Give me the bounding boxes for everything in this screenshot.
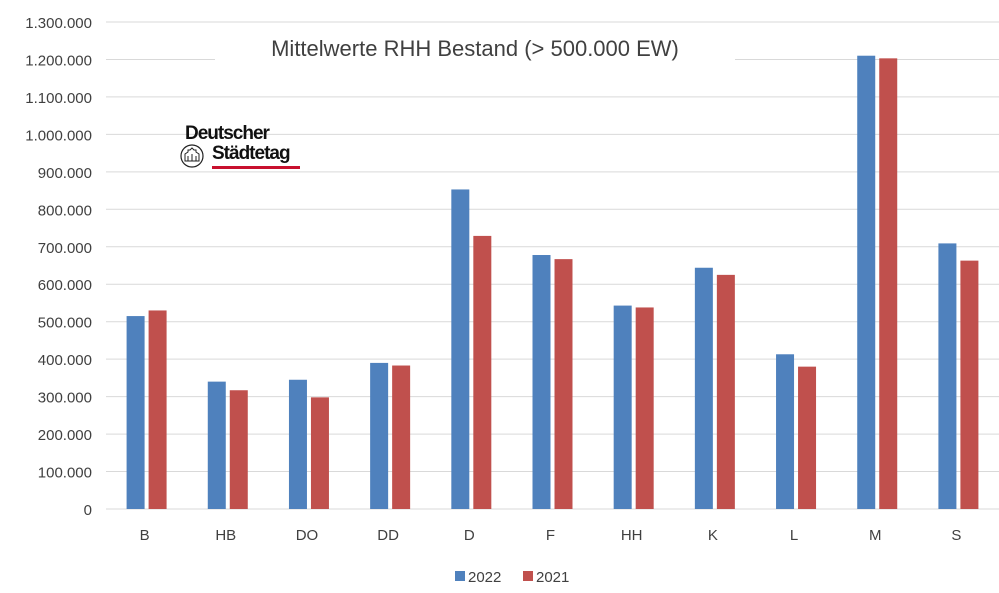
legend-swatch [455,571,465,581]
bar-2022-S [938,243,957,509]
bar-2022-B [126,316,145,509]
x-tick-label: F [546,527,555,544]
y-tick-label: 100.000 [38,465,92,482]
bar-2021-S [960,260,979,509]
bar-2021-DO [310,397,329,509]
deutscher-staedtetag-logo: Deutscher Städtetag [180,124,305,174]
x-tick-label: L [790,527,798,544]
y-tick-label: 200.000 [38,427,92,444]
y-axis: 0 100.000 200.000 300.000 400.000 500.000 600.… [25,15,92,519]
legend-label: 2022 [468,569,501,586]
y-tick-label: 400.000 [38,352,92,369]
bar-2021-K [716,274,735,509]
bar-2022-DO [288,379,307,509]
y-tick-label: 0 [84,502,92,519]
bar-2022-DD [370,362,389,509]
bar-2022-L [776,354,795,509]
bar-2021-DD [392,365,411,509]
y-tick-label: 1.300.000 [25,15,92,32]
y-tick-label: 700.000 [38,240,92,257]
x-axis: B HB DO DD D F HH K L M S [140,527,962,544]
x-tick-label: D [464,527,475,544]
bar-2022-M [857,55,876,509]
bars [126,55,979,510]
y-tick-label: 900.000 [38,165,92,182]
logo-red-bar [212,166,300,169]
x-tick-label: HB [215,527,236,544]
y-tick-label: 300.000 [38,390,92,407]
y-tick-label: 1.000.000 [25,127,92,144]
y-tick-label: 1.200.000 [25,52,92,69]
x-tick-label: K [708,527,718,544]
bar-2021-L [798,366,817,509]
x-tick-label: M [869,527,882,544]
bar-2021-D [473,235,492,509]
logo-line-2: Städtetag [212,143,291,164]
legend-label: 2021 [536,569,569,586]
bar-2022-D [451,189,470,510]
y-tick-label: 1.100.000 [25,90,92,107]
bar-2021-M [879,58,898,509]
x-tick-label: DD [377,527,399,544]
bar-2021-F [554,259,573,509]
logo-line-1: Deutscher [185,123,270,144]
x-tick-label: HH [621,527,643,544]
legend: 2022 2021 [455,569,569,586]
bar-2022-F [532,255,551,509]
x-tick-label: B [140,527,150,544]
y-tick-label: 500.000 [38,315,92,332]
bar-2021-HB [229,390,248,509]
bar-2021-B [148,310,167,509]
x-tick-label: DO [296,527,319,544]
bar-2022-HH [613,305,632,509]
y-tick-label: 600.000 [38,277,92,294]
bar-2022-K [694,267,713,509]
bar-2021-HH [635,307,654,509]
legend-swatch [523,571,533,581]
city-seal-icon [180,144,204,168]
x-tick-label: S [951,527,961,544]
y-tick-label: 800.000 [38,202,92,219]
bar-2022-HB [207,381,226,509]
chart-title: Mittelwerte RHH Bestand (> 500.000 EW) [271,36,679,61]
